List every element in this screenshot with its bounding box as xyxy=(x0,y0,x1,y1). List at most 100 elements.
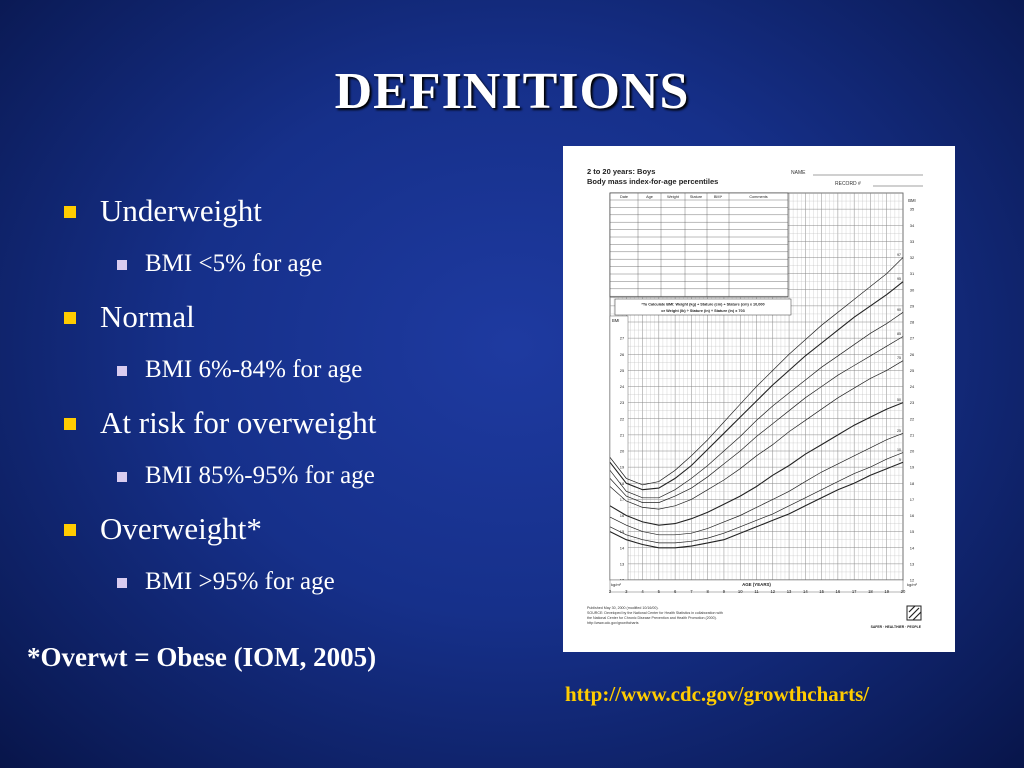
age-tick: 2 xyxy=(609,589,612,594)
left-bmi-tick: 17 xyxy=(620,497,625,502)
left-bmi-tick: 26 xyxy=(620,352,625,357)
age-tick: 18 xyxy=(868,589,873,594)
percentile-label: 95 xyxy=(897,277,901,281)
left-bmi-tick: 13 xyxy=(620,561,625,566)
right-bmi-tick: 17 xyxy=(910,497,915,502)
right-bmi-tick: 19 xyxy=(910,465,915,470)
right-bmi-tick: 30 xyxy=(910,287,915,292)
footer-line4: http://www.cdc.gov/growthcharts xyxy=(587,621,639,625)
bullet-label: Overweight* xyxy=(100,511,262,546)
left-bmi-tick: 15 xyxy=(620,529,625,534)
bullet-normal: Normal xyxy=(62,298,542,354)
sub-bullet-marker xyxy=(117,578,127,588)
right-bmi-tick: 35 xyxy=(910,207,915,212)
percentile-curve xyxy=(609,360,904,510)
sub-bullet-label: BMI >95% for age xyxy=(145,568,335,595)
percentile-label: 5 xyxy=(899,458,901,462)
formula-line2: or Weight (lb) ÷ Stature (in) ÷ Stature … xyxy=(661,309,744,313)
footer-line3: the National Center for Chronic Disease … xyxy=(587,616,717,620)
table-header: BMI* xyxy=(714,195,723,199)
age-tick: 3 xyxy=(625,589,628,594)
percentile-curve xyxy=(609,336,904,503)
axis-title: AGE (YEARS) xyxy=(742,582,771,587)
footer-line1: Published May 30, 2000 (modified 10/16/0… xyxy=(587,606,659,610)
name-label: NAME xyxy=(791,170,806,176)
bullet-marker xyxy=(64,418,76,430)
record-table xyxy=(609,192,789,298)
percentile-label: 90 xyxy=(897,308,901,312)
percentile-label: 25 xyxy=(897,429,901,433)
age-tick: 6 xyxy=(674,589,677,594)
left-bmi-tick: 22 xyxy=(620,416,625,421)
slide-title: DEFINITIONS xyxy=(334,63,690,120)
age-tick: 4 xyxy=(641,589,644,594)
age-tick: 20 xyxy=(901,589,906,594)
percentile-curve xyxy=(609,432,904,536)
age-tick: 11 xyxy=(754,589,759,594)
sub-bullet-at-risk: BMI 85%-95% for age xyxy=(62,460,542,510)
right-bmi-tick: 22 xyxy=(910,416,915,421)
sub-bullet-normal: BMI 6%-84% for age xyxy=(62,354,542,404)
unit-label-right: kg/m² xyxy=(907,582,918,587)
sub-bullet-marker xyxy=(117,472,127,482)
formula-line1: *To Calculate BMI: Weight (kg) ÷ Stature… xyxy=(641,303,764,307)
age-tick: 8 xyxy=(706,589,709,594)
sub-bullet-label: BMI 85%-95% for age xyxy=(145,462,375,489)
bullet-marker xyxy=(64,312,76,324)
percentile-label: 85 xyxy=(897,332,901,336)
bullet-label: At risk for overweight xyxy=(100,405,377,440)
percentile-label: 10 xyxy=(897,448,901,452)
percentile-label: 75 xyxy=(897,356,901,360)
cdc-logo-mark xyxy=(908,605,922,621)
left-bmi-tick: 16 xyxy=(620,513,625,518)
right-bmi-tick: 31 xyxy=(910,271,915,276)
right-bmi-tick: 33 xyxy=(910,239,915,244)
source-link[interactable]: http://www.cdc.gov/growthcharts/ xyxy=(565,682,870,706)
table-header: Weight xyxy=(667,195,680,199)
left-bmi-tick: 14 xyxy=(620,545,625,550)
sub-bullet-label: BMI <5% for age xyxy=(145,250,323,277)
percentile-label: 97 xyxy=(897,253,901,257)
left-bmi-tick: 25 xyxy=(620,368,625,373)
chart-title-line1: 2 to 20 years: Boys xyxy=(587,167,655,176)
growth-chart-svg: 2 to 20 years: Boys Body mass index-for-… xyxy=(587,167,923,629)
bullet-label: Normal xyxy=(100,299,195,334)
right-bmi-tick: 21 xyxy=(910,432,915,437)
right-bmi-tick: 18 xyxy=(910,481,915,486)
table-header: Date xyxy=(620,195,628,199)
sub-bullet-overweight: BMI >95% for age xyxy=(62,566,542,616)
right-bmi-tick: 16 xyxy=(910,513,915,518)
left-bmi-tick: 18 xyxy=(620,481,625,486)
left-bmi-tick: 24 xyxy=(620,384,625,389)
left-bmi-tick: 19 xyxy=(620,465,625,470)
age-tick: 13 xyxy=(787,589,792,594)
age-tick: 5 xyxy=(658,589,661,594)
percentile-curve xyxy=(609,402,904,526)
bullet-overweight: Overweight* xyxy=(62,510,542,566)
percentile-curve xyxy=(609,461,904,549)
bullet-label: Underweight xyxy=(100,193,262,228)
bmi-growth-chart-image: 2 to 20 years: Boys Body mass index-for-… xyxy=(563,146,955,652)
right-bmi-tick: 27 xyxy=(910,336,915,341)
age-tick: 12 xyxy=(770,589,775,594)
percentile-curve xyxy=(609,281,904,491)
formula-box xyxy=(614,298,792,316)
plot-area: Date Age Weight Stature BMI* Comments BMI 12 13 1… xyxy=(609,192,918,594)
age-tick: 16 xyxy=(836,589,841,594)
percentile-curve xyxy=(609,312,904,499)
bottom-axis-band xyxy=(609,579,904,593)
right-bmi-tick: 12 xyxy=(910,578,915,583)
right-bmi-tick: 24 xyxy=(910,384,915,389)
unit-label-left: kg/m² xyxy=(611,582,622,587)
bullet-at-risk: At risk for overweight xyxy=(62,404,542,460)
right-bmi-tick: 13 xyxy=(910,561,915,566)
age-tick: 10 xyxy=(738,589,743,594)
age-tick: 15 xyxy=(819,589,824,594)
right-bmi-tick: 29 xyxy=(910,303,915,308)
age-tick: 7 xyxy=(690,589,693,594)
sub-bullet-marker xyxy=(117,366,127,376)
left-bmi-tick: 20 xyxy=(620,449,625,454)
sub-bullet-marker xyxy=(117,260,127,270)
percentile-label: 50 xyxy=(897,398,901,402)
bullet-marker xyxy=(64,524,76,536)
